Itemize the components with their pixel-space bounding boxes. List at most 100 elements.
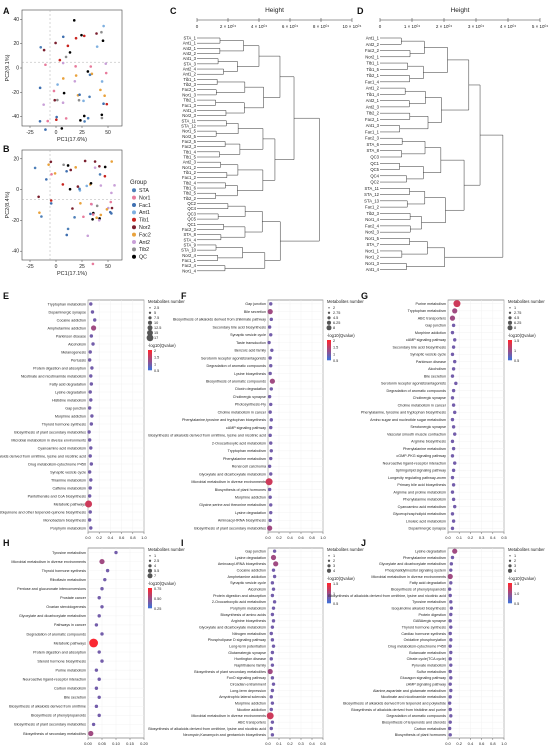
pathway-dot xyxy=(270,733,275,737)
dendro-branch xyxy=(464,84,481,186)
panel-label-i: I xyxy=(181,538,184,548)
pathway-dot xyxy=(273,561,279,567)
sample-point xyxy=(64,55,68,59)
sample-point xyxy=(83,159,87,163)
color-bar-segment xyxy=(148,590,152,593)
size-legend-dot xyxy=(327,311,331,314)
pathway-dot xyxy=(270,593,275,598)
color-legend-label: 0.75 xyxy=(154,587,161,591)
leaf-label: Ant2_3 xyxy=(366,104,380,109)
panel-label-g: G xyxy=(361,291,368,301)
pathway-dot xyxy=(450,454,455,458)
legend-label: Ant2 xyxy=(139,240,150,246)
pathway-dot xyxy=(114,550,118,555)
size-legend-dot xyxy=(147,320,153,325)
color-bar-segment xyxy=(508,348,512,351)
pathway-label: Sphingolipid signaling pathway xyxy=(396,469,447,473)
dendro-branch xyxy=(216,247,243,259)
size-legend-dot xyxy=(149,307,151,309)
pathway-label: Carbon metabolism xyxy=(54,687,86,691)
pathway-dot xyxy=(447,587,452,591)
sample-point xyxy=(110,160,114,163)
pathway-dot xyxy=(451,388,456,393)
sample-point xyxy=(79,202,82,205)
sample-point xyxy=(66,227,70,231)
sample-point xyxy=(95,204,99,208)
color-bar-segment xyxy=(508,340,512,343)
sample-point xyxy=(86,116,90,120)
pathway-label: Glycine,serine and threonine metabolism xyxy=(199,503,266,507)
pathway-dot xyxy=(97,614,101,618)
color-bar-segment xyxy=(508,599,512,602)
pathway-dot xyxy=(88,454,92,458)
size-legend-label: 2 xyxy=(514,559,516,563)
leaf-label: Fac2_2 xyxy=(182,227,197,232)
sample-point xyxy=(65,169,68,173)
size-legend-dot xyxy=(148,564,152,568)
sample-point xyxy=(71,207,74,210)
pathway-dot xyxy=(91,342,95,346)
leaf-label: Ant2_2 xyxy=(366,42,380,47)
pathway-dot xyxy=(449,638,453,642)
pathway-label: Glutamatergic synapse xyxy=(228,651,266,655)
sample-point xyxy=(88,95,91,99)
sample-point xyxy=(73,216,76,219)
sample-point xyxy=(54,41,57,45)
dendro-branch xyxy=(220,164,239,176)
color-bar-segment xyxy=(327,342,331,345)
pathway-dot xyxy=(100,605,104,609)
pathway-dot xyxy=(448,631,452,636)
pathway-dot xyxy=(449,600,453,604)
dendro-branch xyxy=(197,255,218,261)
pathway-dot xyxy=(449,650,453,655)
leaf-label: Tib1_1 xyxy=(366,61,379,66)
dendro-branch xyxy=(197,265,226,272)
x-tick-label: 0.6 xyxy=(298,535,304,540)
pathway-label: Tyrosine metabolism xyxy=(412,600,446,604)
pathway-dot xyxy=(450,439,455,444)
pathway-dot xyxy=(450,490,455,494)
sample-point xyxy=(113,184,116,187)
size-legend-title: Metabolites number xyxy=(148,299,185,304)
dendro-branch xyxy=(380,137,403,145)
sample-point xyxy=(95,32,98,35)
sample-point xyxy=(62,91,66,95)
pathway-label: Degradation of aromatic compounds xyxy=(387,714,447,718)
dendro-branch xyxy=(425,97,442,123)
dendro-branch xyxy=(380,125,400,133)
color-legend-title: -log10(Qvalue) xyxy=(148,581,176,586)
pathway-label: Biosynthesis of alkaloids derived from o… xyxy=(328,594,446,598)
pathway-label: Cocaine addiction xyxy=(57,318,86,322)
x-tick-label: 0.2 xyxy=(468,535,474,540)
color-bar-segment xyxy=(508,342,512,345)
leaf-label: Nor1_5 xyxy=(365,236,379,241)
pathway-label: Protein digestion xyxy=(419,613,446,617)
pathway-label: Bile secretion xyxy=(424,374,446,378)
color-bar-segment xyxy=(148,600,152,603)
enrichment-panel-i: 0.0 0.1 0.2 0.3 0.4 0.5 Gap junction Lysine deg… xyxy=(148,547,364,745)
size-legend-dot xyxy=(146,334,154,342)
pathway-label: Protein digestion and absorption xyxy=(213,594,266,598)
pathway-label: Amino sugar and nucleotide sugar metabol… xyxy=(370,418,446,422)
dendro-branch xyxy=(197,120,227,127)
color-legend-label: 1.5 xyxy=(333,582,338,586)
pathway-label: Ubiquinone and other terpenoid-quinone b… xyxy=(0,510,86,514)
color-bar-segment xyxy=(508,344,512,347)
color-bar-segment xyxy=(327,585,331,588)
sample-point xyxy=(97,218,101,222)
dendro-branch xyxy=(197,161,221,168)
dendro-branch xyxy=(237,45,260,67)
color-bar-segment xyxy=(327,350,331,353)
leaf-label: Fac1_2 xyxy=(182,175,197,180)
dendro-branch xyxy=(197,203,229,209)
pathway-label: Biosynthesis of phenylpropanoids xyxy=(31,714,86,718)
color-bar-segment xyxy=(508,597,512,600)
color-bar-segment xyxy=(508,591,512,594)
dendro-branch xyxy=(197,130,217,137)
pathway-dot xyxy=(89,638,98,648)
pathway-dot xyxy=(268,495,272,499)
pathway-label: Naphthalene family xyxy=(234,663,266,667)
color-bar-segment xyxy=(508,601,512,604)
size-legend-title: Metabolites number xyxy=(327,547,364,552)
size-legend-label: 2 xyxy=(333,559,335,563)
